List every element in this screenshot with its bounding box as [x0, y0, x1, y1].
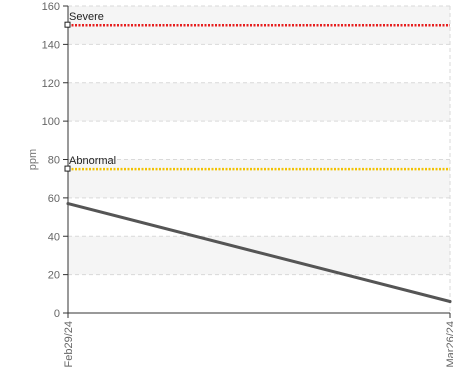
grid-band — [68, 236, 450, 275]
y-tick-label: 100 — [42, 116, 60, 128]
axes: 0 20 40 60 80 100 120 140 160 Feb29/24 Mar26/24 — [42, 1, 453, 367]
y-tick-label: 60 — [48, 193, 60, 205]
series-group — [66, 202, 452, 303]
grid-band — [68, 82, 450, 122]
data-point — [448, 299, 452, 303]
y-tick-label: 0 — [54, 308, 60, 320]
threshold-lines: Severe Abnormal — [64, 11, 450, 172]
y-tick-label: 140 — [42, 39, 60, 51]
y-tick-label: 120 — [42, 78, 60, 90]
grid-band — [68, 159, 450, 198]
threshold-label: Severe — [69, 11, 104, 23]
y-axis-label: ppm — [27, 149, 39, 170]
y-tick-label: 40 — [48, 231, 60, 243]
series-line — [66, 202, 452, 303]
alternating-bands — [68, 6, 450, 275]
axis-labels: ppm — [27, 149, 39, 170]
y-tick-label: 160 — [42, 1, 60, 13]
y-tick-label: 80 — [48, 155, 60, 167]
x-tick-label: Feb29/24 — [63, 321, 75, 367]
y-tick-label: 20 — [48, 270, 60, 282]
data-point — [66, 202, 70, 206]
threshold-marker — [64, 165, 71, 172]
x-tick-label: Mar26/24 — [445, 321, 453, 367]
threshold-label: Abnormal — [69, 155, 116, 167]
threshold-marker — [64, 21, 71, 28]
